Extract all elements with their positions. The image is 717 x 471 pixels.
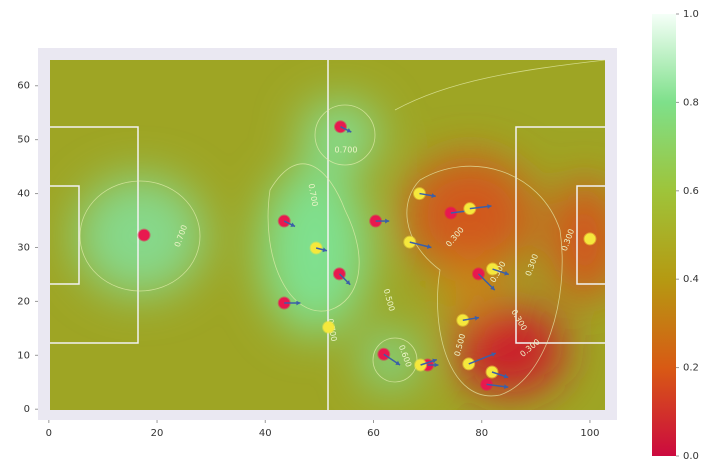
arrow-head xyxy=(395,360,401,366)
contour-label: 0.700 xyxy=(335,146,358,155)
arrow-head xyxy=(385,218,390,224)
arrow-head xyxy=(290,222,296,227)
arrow-head xyxy=(503,384,509,390)
y-tick-label: 30 xyxy=(17,242,30,253)
velocity-arrow xyxy=(469,204,492,210)
colorbar xyxy=(652,14,676,456)
velocity-arrow xyxy=(315,247,328,253)
velocity-arrow xyxy=(486,383,509,390)
arrow-head xyxy=(490,285,495,291)
x-tick-label: 0 xyxy=(46,428,52,439)
colorbar-tick-label: 1.0 xyxy=(683,9,699,20)
pitch-lines xyxy=(50,60,605,410)
arrow-head xyxy=(434,362,439,368)
colorbar-tick-label: 0.6 xyxy=(683,186,699,197)
arrow-shaft xyxy=(468,352,497,365)
arrow-head xyxy=(491,352,496,357)
y-tick-label: 20 xyxy=(17,296,30,307)
velocity-arrow xyxy=(492,268,510,276)
velocity-arrow xyxy=(420,358,438,366)
arrow-head xyxy=(426,244,432,249)
velocity-arrow xyxy=(419,192,436,198)
arrow-head xyxy=(431,193,436,198)
velocity-arrow xyxy=(383,353,401,366)
arrow-head xyxy=(346,128,352,133)
colorbar-tick-label: 0.4 xyxy=(683,274,699,285)
y-tick-label: 40 xyxy=(17,189,30,200)
velocity-arrow xyxy=(477,273,496,291)
y-tick-label: 10 xyxy=(17,350,30,361)
velocity-arrow xyxy=(283,220,296,228)
velocity-arrow xyxy=(338,273,351,286)
contour-lines xyxy=(79,59,606,397)
arrow-head xyxy=(474,315,480,321)
x-tick-label: 40 xyxy=(259,428,272,439)
contour-label: 0.700 xyxy=(307,183,320,207)
player xyxy=(583,232,597,246)
velocity-arrow xyxy=(462,315,480,322)
arrow-head xyxy=(503,373,509,379)
x-tick-label: 100 xyxy=(580,428,599,439)
arrow-head xyxy=(296,300,301,306)
x-tick-label: 80 xyxy=(475,428,488,439)
velocity-arrow xyxy=(427,362,439,368)
x-tick-label: 20 xyxy=(151,428,164,439)
heatmap xyxy=(50,60,605,410)
colorbar-tick-label: 0.2 xyxy=(683,363,699,374)
arrow-head xyxy=(432,358,437,364)
velocity-arrow xyxy=(468,352,497,365)
velocity-arrow xyxy=(409,241,432,249)
arrow-head xyxy=(504,270,509,276)
colorbar-tick-label: 0.0 xyxy=(683,451,699,462)
colorbar-tick-label: 0.8 xyxy=(683,97,699,108)
arrow-head xyxy=(322,247,327,253)
x-tick-label: 60 xyxy=(367,428,380,439)
player xyxy=(137,228,151,242)
velocity-arrow xyxy=(375,218,390,224)
velocity-arrow xyxy=(491,371,509,379)
arrow-head xyxy=(345,280,351,285)
arrow-head xyxy=(487,204,492,209)
y-tick-label: 0 xyxy=(24,404,30,415)
player xyxy=(322,320,336,334)
velocity-arrow xyxy=(340,126,352,133)
velocity-arrow xyxy=(284,300,301,306)
y-tick-label: 50 xyxy=(17,135,30,146)
y-tick-label: 60 xyxy=(17,81,30,92)
